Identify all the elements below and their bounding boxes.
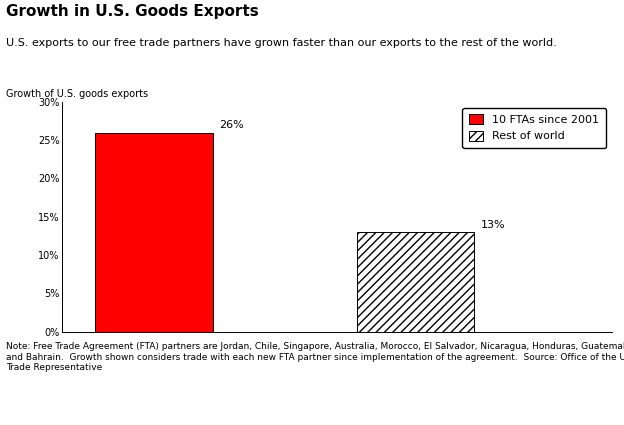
Bar xyxy=(95,133,213,332)
Text: Growth of U.S. goods exports: Growth of U.S. goods exports xyxy=(6,89,149,99)
Bar xyxy=(356,232,474,332)
Text: Growth in U.S. Goods Exports: Growth in U.S. Goods Exports xyxy=(6,4,259,19)
Text: 26%: 26% xyxy=(219,120,244,130)
Text: Note: Free Trade Agreement (FTA) partners are Jordan, Chile, Singapore, Australi: Note: Free Trade Agreement (FTA) partner… xyxy=(6,342,624,372)
Text: U.S. exports to our free trade partners have grown faster than our exports to th: U.S. exports to our free trade partners … xyxy=(6,38,557,48)
Legend: 10 FTAs since 2001, Rest of world: 10 FTAs since 2001, Rest of world xyxy=(462,108,606,148)
Text: 13%: 13% xyxy=(480,220,505,230)
